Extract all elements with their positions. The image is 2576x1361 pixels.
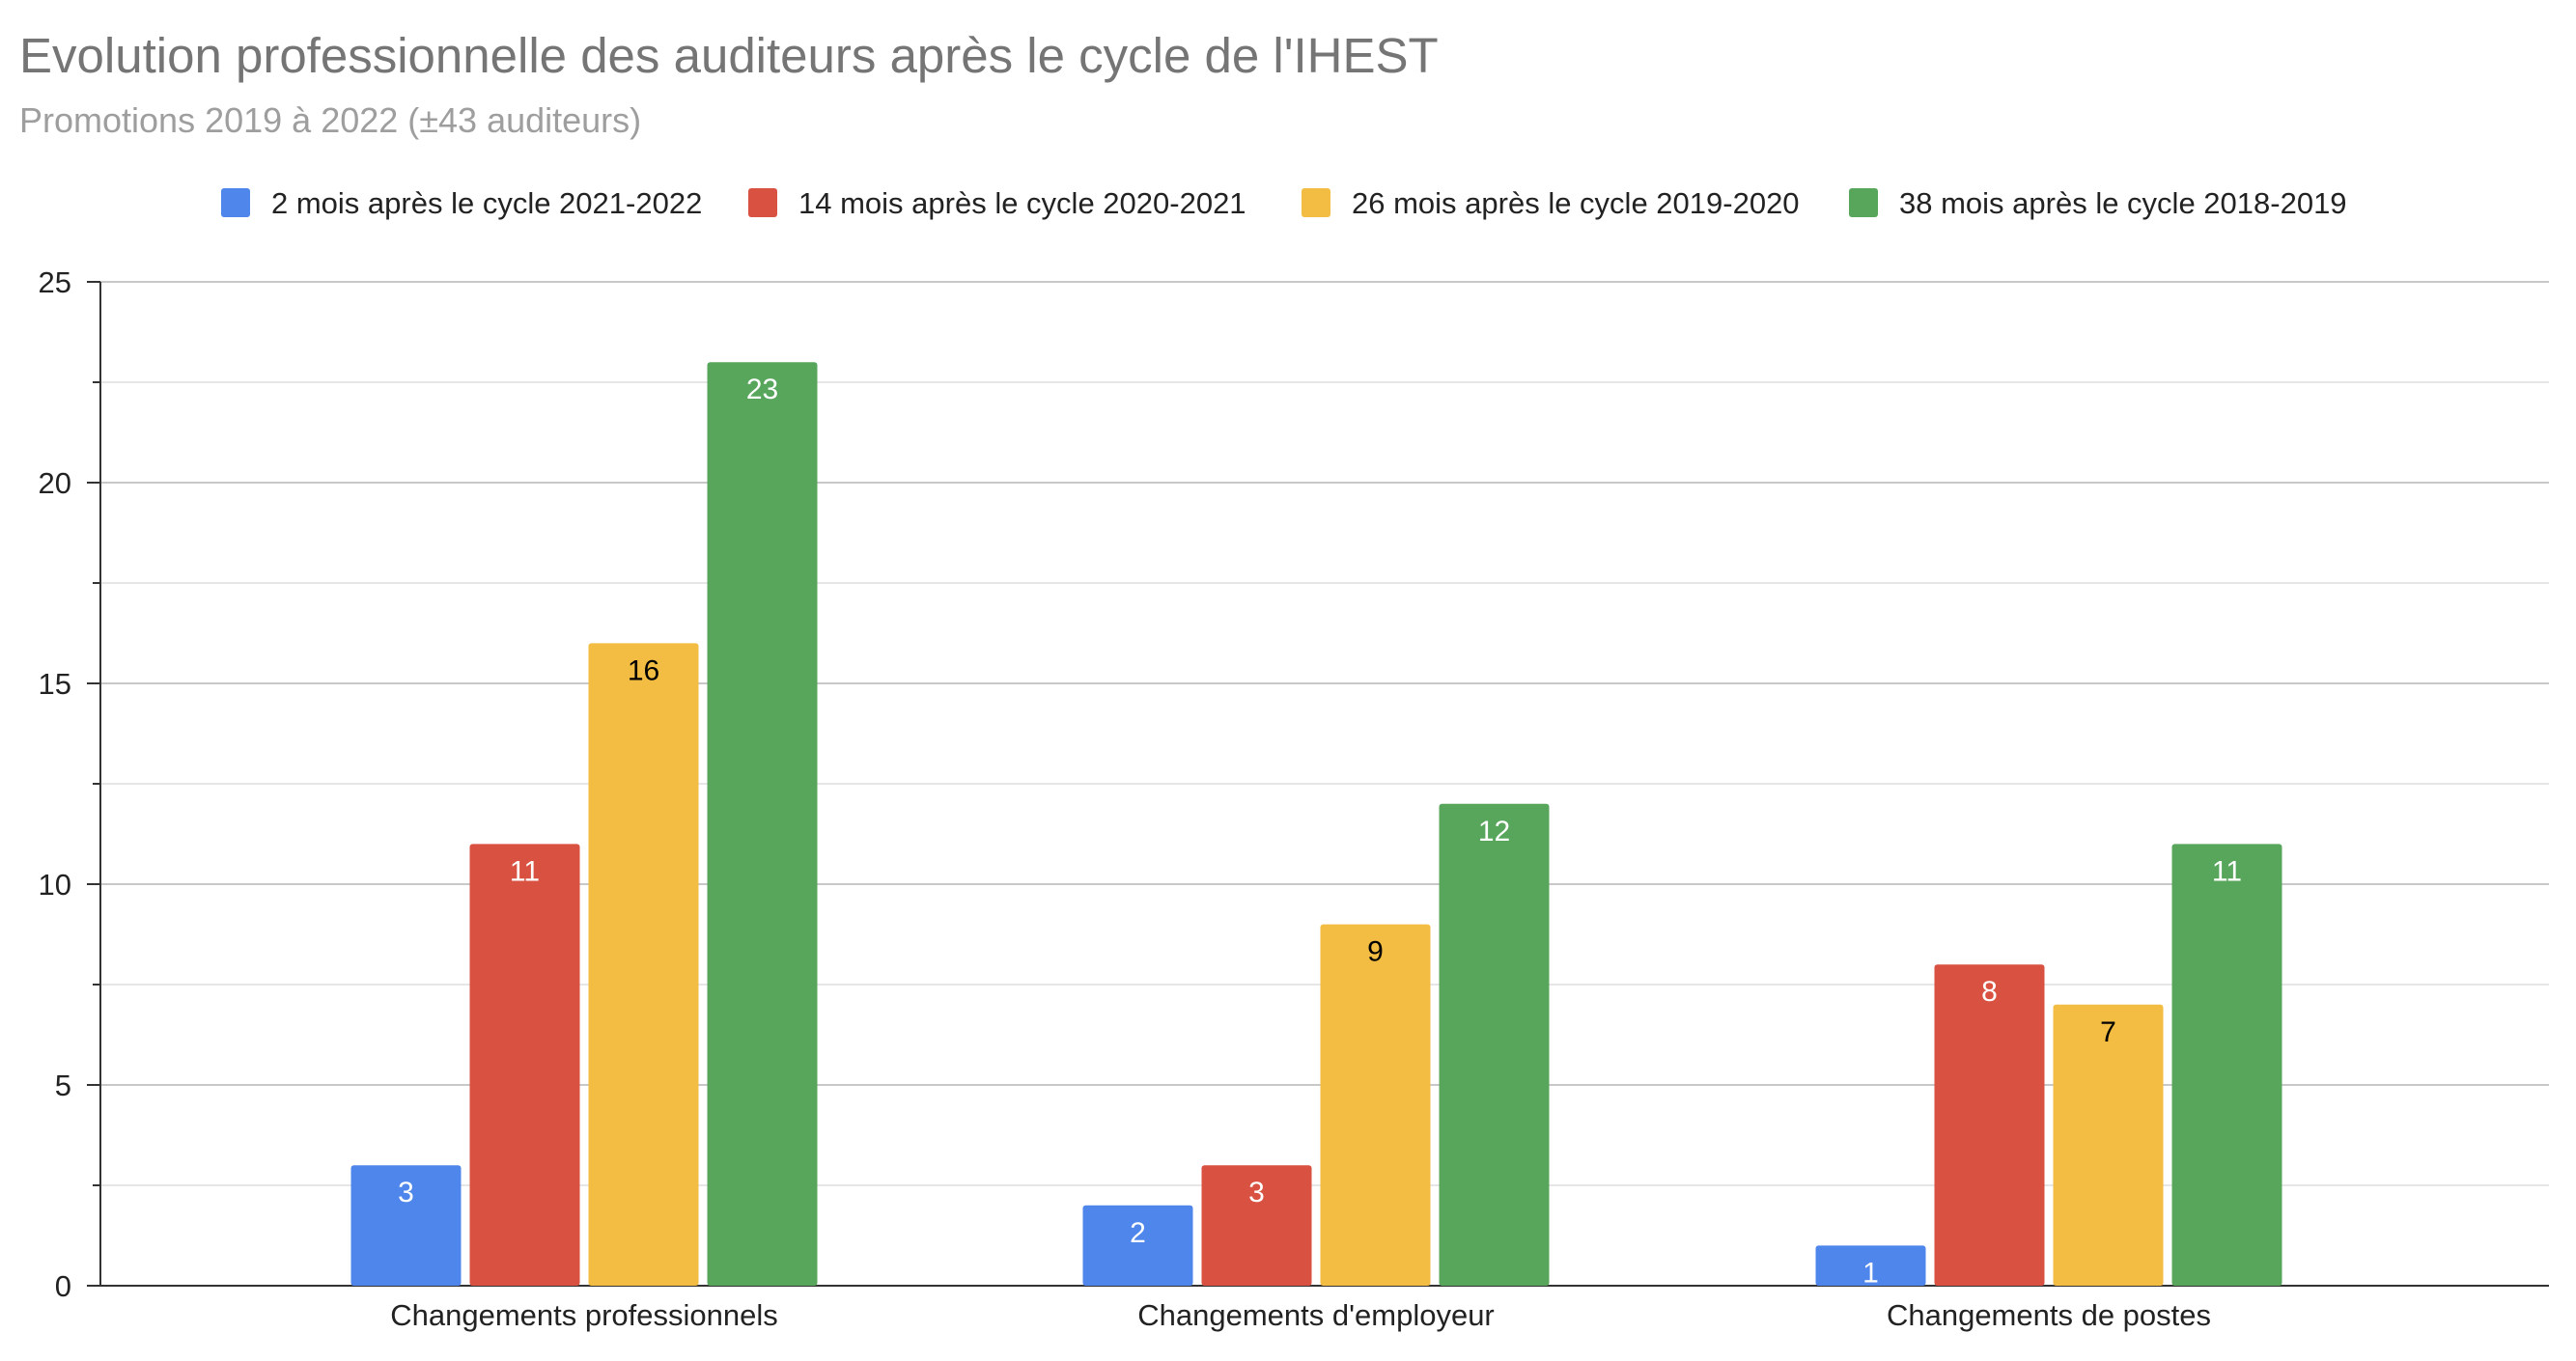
bar[interactable] xyxy=(1439,803,1550,1286)
data-label: 16 xyxy=(628,654,659,686)
data-label: 12 xyxy=(1478,816,1510,847)
legend-swatch xyxy=(748,188,777,217)
bars xyxy=(350,362,2282,1286)
legend-label: 38 mois après le cycle 2018-2019 xyxy=(1899,186,2347,220)
legend-item[interactable]: 2 mois après le cycle 2021-2022 xyxy=(221,186,702,220)
chart-title: Evolution professionnelle des auditeurs … xyxy=(19,28,1439,83)
bar[interactable] xyxy=(588,643,699,1286)
y-tick-label: 10 xyxy=(39,868,71,902)
data-label: 23 xyxy=(746,374,778,405)
bar[interactable] xyxy=(2171,844,2282,1286)
x-category-label: Changements professionnels xyxy=(390,1298,778,1332)
y-tick-label: 15 xyxy=(39,667,71,701)
data-label: 8 xyxy=(1981,976,1998,1008)
data-label: 2 xyxy=(1130,1217,1146,1249)
bar[interactable] xyxy=(1320,924,1431,1286)
bar[interactable] xyxy=(350,1165,462,1286)
bar[interactable] xyxy=(1201,1165,1312,1286)
bar[interactable] xyxy=(2053,1004,2164,1286)
legend[interactable]: 2 mois après le cycle 2021-2022 14 mois a… xyxy=(221,186,2347,220)
y-tick-label: 20 xyxy=(39,466,71,500)
bar[interactable] xyxy=(1082,1205,1193,1286)
legend-label: 26 mois après le cycle 2019-2020 xyxy=(1352,186,1800,220)
chart-subtitle: Promotions 2019 à 2022 (±43 auditeurs) xyxy=(19,100,642,140)
y-tick-label: 25 xyxy=(39,265,71,299)
legend-item[interactable]: 38 mois après le cycle 2018-2019 xyxy=(1849,186,2347,220)
data-label: 3 xyxy=(398,1177,414,1208)
y-tick-label: 0 xyxy=(55,1269,71,1303)
legend-swatch xyxy=(1849,188,1878,217)
category-labels: Changements professionnels Changements d'… xyxy=(390,1298,2211,1332)
bar[interactable] xyxy=(1815,1245,1926,1286)
bar[interactable] xyxy=(707,362,818,1286)
legend-swatch xyxy=(221,188,250,217)
data-label: 7 xyxy=(2100,1016,2116,1048)
bar[interactable] xyxy=(1934,964,2045,1286)
bar[interactable] xyxy=(469,844,580,1286)
y-tick-label: 5 xyxy=(55,1069,71,1102)
x-category-label: Changements de postes xyxy=(1887,1298,2211,1332)
data-label: 1 xyxy=(1862,1257,1879,1289)
data-label: 11 xyxy=(2212,855,2242,887)
legend-swatch xyxy=(1302,188,1330,217)
legend-item[interactable]: 14 mois après le cycle 2020-2021 xyxy=(748,186,1246,220)
data-label: 9 xyxy=(1367,936,1384,968)
legend-label: 2 mois après le cycle 2021-2022 xyxy=(271,186,702,220)
data-label: 3 xyxy=(1248,1177,1265,1208)
legend-label: 14 mois après le cycle 2020-2021 xyxy=(798,186,1246,220)
data-label: 11 xyxy=(510,855,540,887)
x-category-label: Changements d'employeur xyxy=(1137,1298,1495,1332)
legend-item[interactable]: 26 mois après le cycle 2019-2020 xyxy=(1302,186,1800,220)
